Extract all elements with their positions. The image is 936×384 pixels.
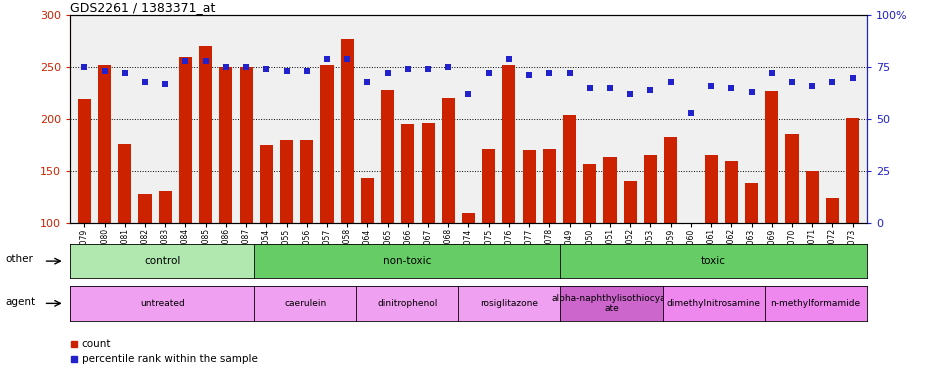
Point xyxy=(400,66,415,72)
Point xyxy=(602,85,617,91)
Point xyxy=(299,68,314,74)
Point xyxy=(138,79,153,85)
Bar xyxy=(219,67,232,223)
Bar xyxy=(441,98,454,223)
Point xyxy=(97,68,112,74)
Point xyxy=(420,66,435,72)
Point xyxy=(642,87,657,93)
Point xyxy=(440,64,455,70)
Bar xyxy=(643,156,656,223)
Bar xyxy=(280,140,293,223)
Bar xyxy=(502,65,515,223)
Point xyxy=(663,79,678,85)
Bar xyxy=(765,91,778,223)
Bar xyxy=(360,178,373,223)
Point xyxy=(783,79,798,85)
Bar xyxy=(461,214,475,223)
Point xyxy=(764,70,779,76)
Point xyxy=(218,64,233,70)
Point xyxy=(380,70,395,76)
Text: alpha-naphthylisothiocyan
ate: alpha-naphthylisothiocyan ate xyxy=(550,294,671,313)
Text: n-methylformamide: n-methylformamide xyxy=(769,299,860,308)
Bar xyxy=(542,149,555,223)
Point xyxy=(581,85,596,91)
Point xyxy=(319,56,334,62)
Text: agent: agent xyxy=(6,296,36,307)
Point xyxy=(562,70,577,76)
Bar xyxy=(582,164,595,223)
Text: untreated: untreated xyxy=(139,299,184,308)
Bar xyxy=(139,194,152,223)
Point xyxy=(521,73,536,79)
Bar xyxy=(98,65,111,223)
Bar xyxy=(118,144,131,223)
Text: rosiglitazone: rosiglitazone xyxy=(480,299,538,308)
Text: count: count xyxy=(81,339,111,349)
Point xyxy=(77,64,92,70)
Point xyxy=(622,91,637,97)
Point xyxy=(824,79,839,85)
Bar xyxy=(825,198,838,223)
Point xyxy=(340,56,355,62)
Bar xyxy=(744,183,757,223)
Point xyxy=(481,70,496,76)
Bar xyxy=(623,181,636,223)
Point xyxy=(178,58,193,64)
Point xyxy=(703,83,718,89)
Point xyxy=(743,89,758,95)
Point xyxy=(461,91,475,97)
Text: toxic: toxic xyxy=(700,256,725,266)
Text: other: other xyxy=(6,254,34,265)
Text: caerulein: caerulein xyxy=(284,299,326,308)
Point xyxy=(157,81,172,87)
Bar xyxy=(522,150,535,223)
Point xyxy=(541,70,556,76)
Bar xyxy=(300,140,313,223)
Bar xyxy=(341,39,354,223)
Bar xyxy=(199,46,212,223)
Bar xyxy=(683,223,696,257)
Bar xyxy=(704,156,717,223)
Bar xyxy=(421,123,434,223)
Point xyxy=(239,64,254,70)
Bar xyxy=(259,145,272,223)
Bar xyxy=(845,118,858,223)
Bar xyxy=(320,65,333,223)
Point xyxy=(844,74,859,81)
Point xyxy=(804,83,819,89)
Text: control: control xyxy=(144,256,180,266)
Bar xyxy=(381,90,394,223)
Bar xyxy=(805,171,818,223)
Bar xyxy=(784,134,797,223)
Bar xyxy=(401,124,414,223)
Point xyxy=(258,66,273,72)
Bar xyxy=(158,190,171,223)
Point xyxy=(117,70,132,76)
Bar xyxy=(240,67,253,223)
Text: non-toxic: non-toxic xyxy=(383,256,431,266)
Text: dimethylnitrosamine: dimethylnitrosamine xyxy=(665,299,760,308)
Text: dinitrophenol: dinitrophenol xyxy=(376,299,437,308)
Bar xyxy=(78,99,91,223)
Bar xyxy=(724,161,737,223)
Bar xyxy=(664,137,677,223)
Text: GDS2261 / 1383371_at: GDS2261 / 1383371_at xyxy=(70,1,215,14)
Text: percentile rank within the sample: percentile rank within the sample xyxy=(81,354,257,364)
Bar xyxy=(603,157,616,223)
Point xyxy=(682,110,697,116)
Point xyxy=(723,85,738,91)
Point xyxy=(279,68,294,74)
Bar xyxy=(563,115,576,223)
Bar xyxy=(482,149,495,223)
Bar xyxy=(179,57,192,223)
Point xyxy=(501,56,516,62)
Point xyxy=(198,58,213,64)
Point xyxy=(359,79,374,85)
